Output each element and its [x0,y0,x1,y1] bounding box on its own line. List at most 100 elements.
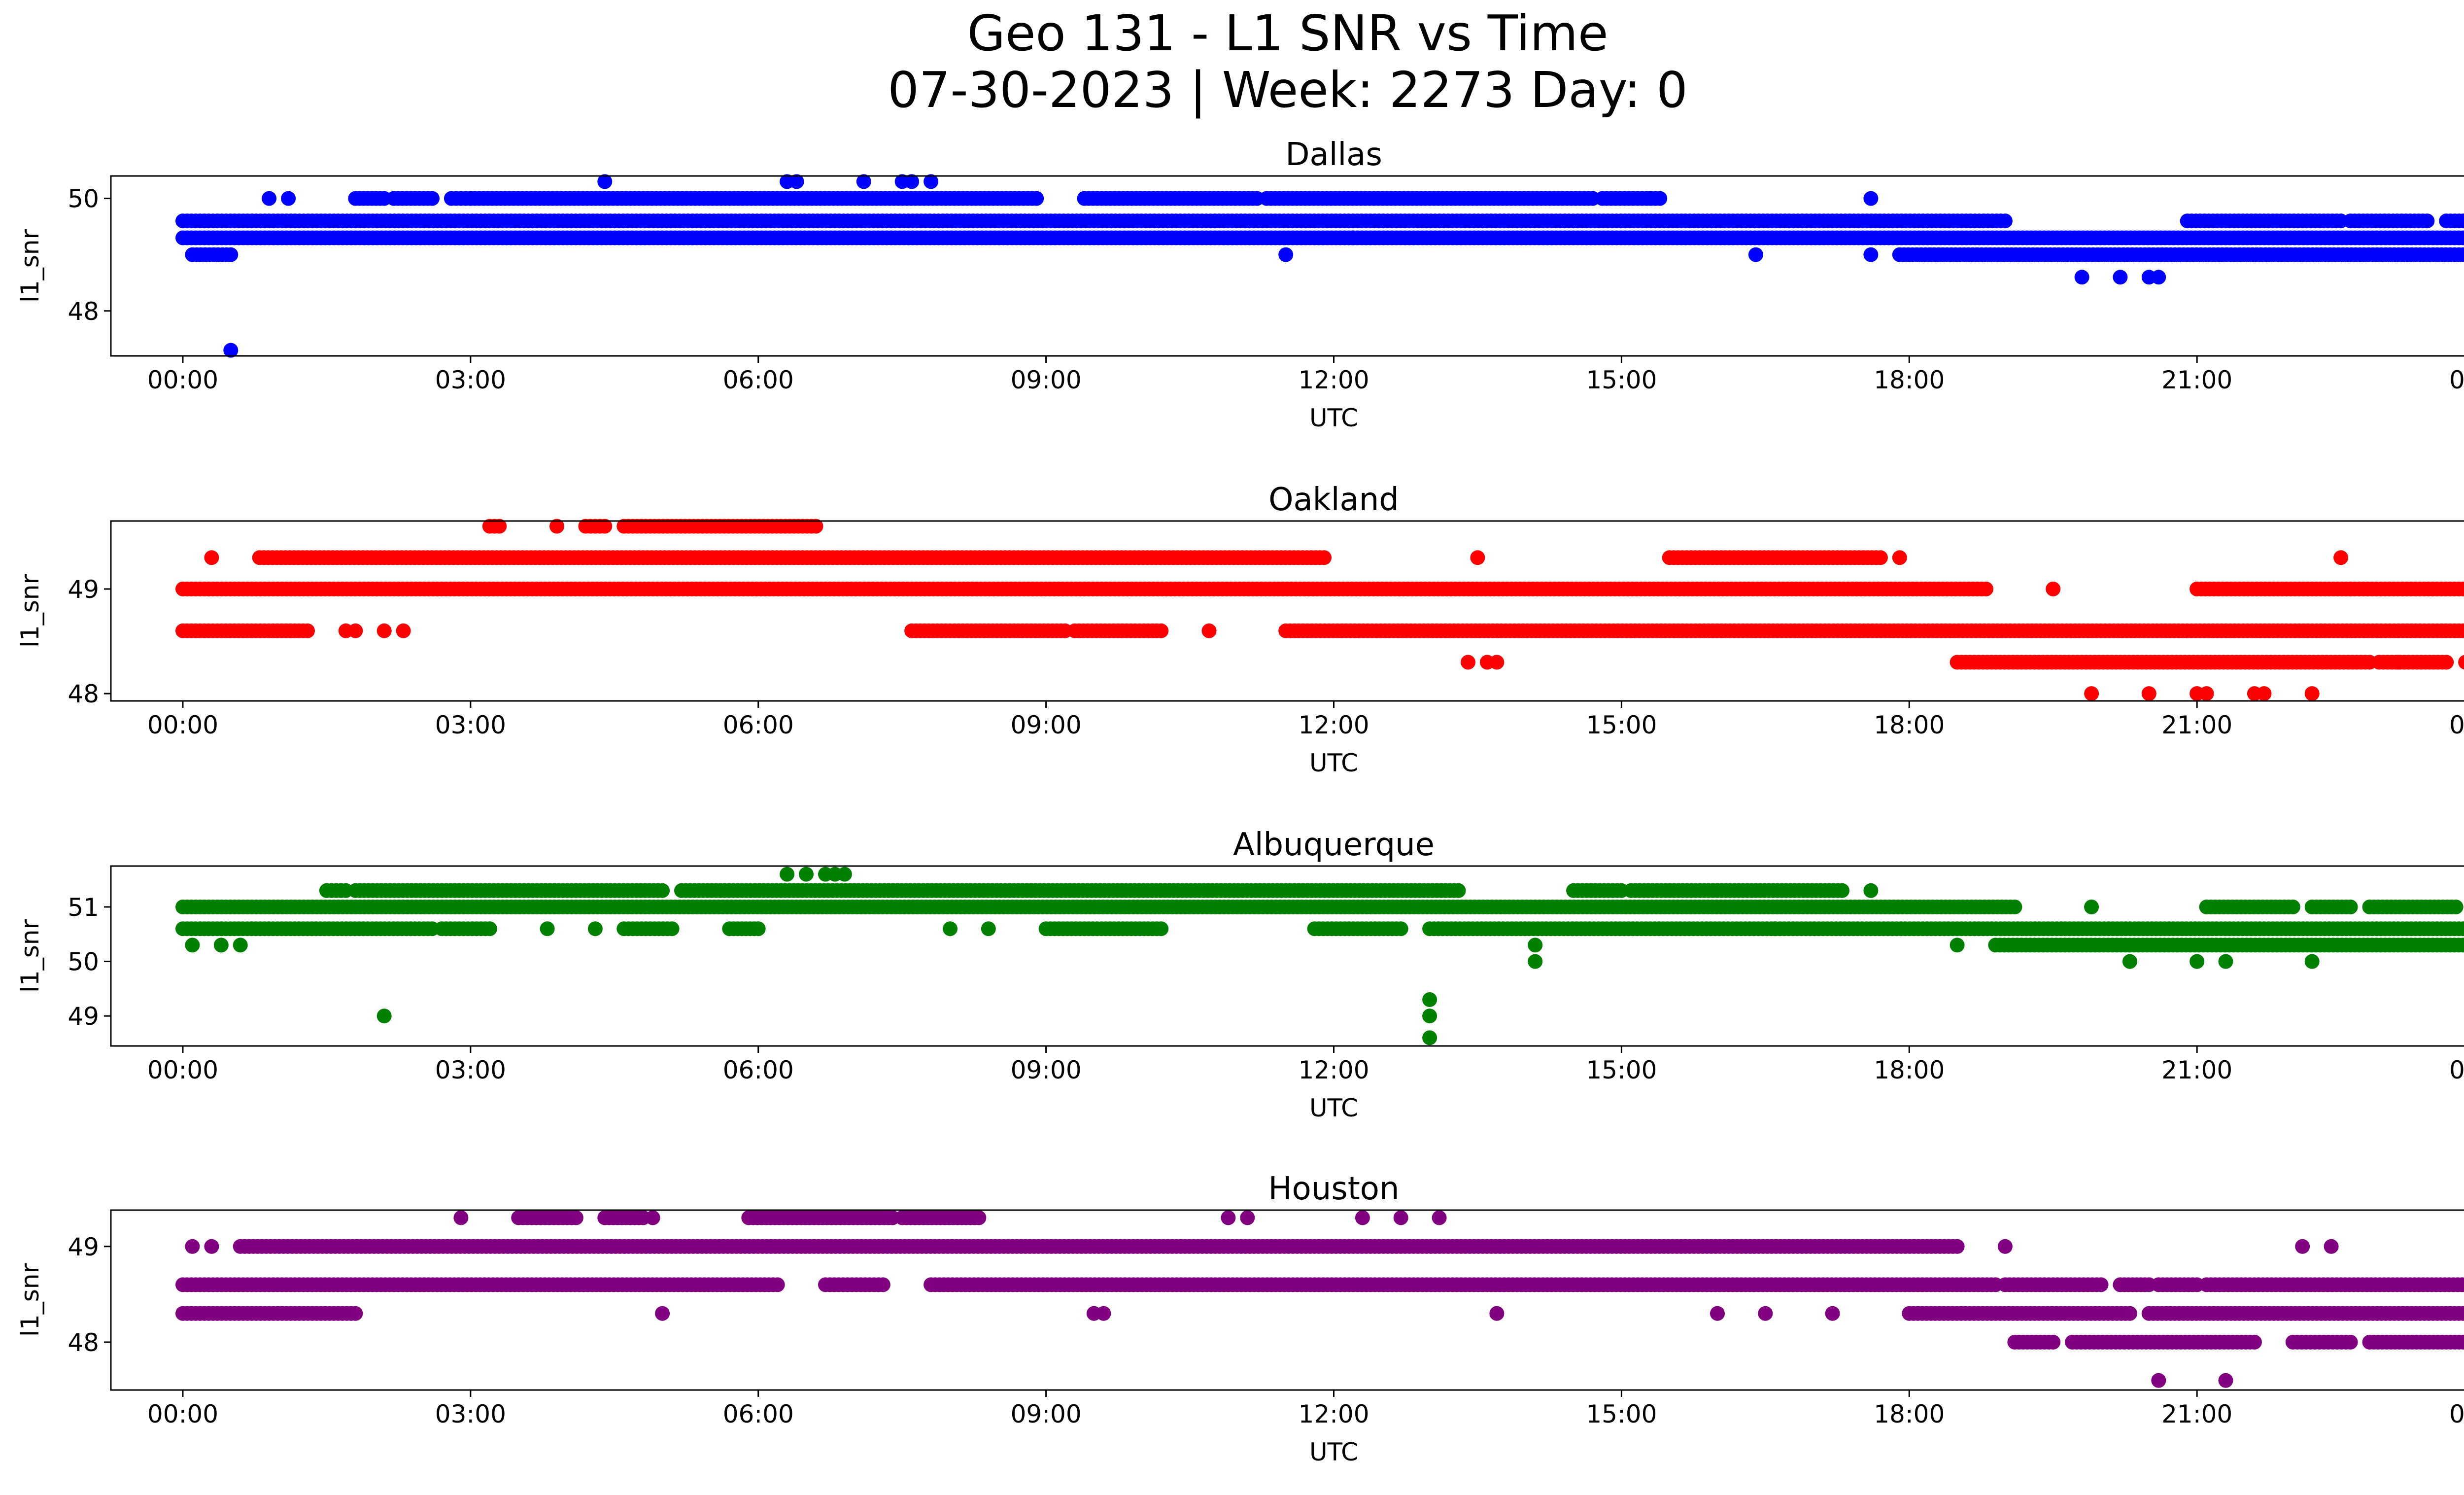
x-tick-label: 21:00 [2161,366,2232,394]
data-point [2046,581,2061,596]
dallas-markers [175,174,2464,358]
x-tick-label: 09:00 [1011,1056,1082,1084]
data-point [1528,938,1543,953]
data-point [780,867,795,882]
data-point [2420,213,2435,229]
x-tick-label: 18:00 [1874,1056,1945,1084]
oakland-y-axis-label: l1_snr [16,574,44,648]
data-point [2074,270,2089,285]
y-tick-label: 49 [68,575,99,604]
houston-markers [175,1210,2464,1388]
data-point [213,938,229,953]
data-point [348,623,363,638]
data-point [2113,270,2128,285]
data-point [2190,954,2205,969]
x-tick-label: 21:00 [2161,711,2232,739]
data-point [1643,191,1658,206]
data-point [2304,686,2320,701]
data-point [2007,900,2022,914]
data-point [2439,655,2454,670]
data-point [1950,1239,1965,1254]
data-point [1748,247,1763,262]
data-point [789,174,804,189]
data-point [1767,921,1782,937]
data-point [223,247,239,262]
data-point [2460,231,2464,244]
x-tick-label: 00:00 [147,1056,218,1084]
data-point [1835,883,1849,898]
x-tick-label: 00:00 [147,366,218,394]
y-tick-label: 50 [68,185,99,213]
data-point [770,1277,785,1292]
x-tick-label: 00:00 [147,711,218,739]
data-point [1873,550,1888,565]
data-point [2122,954,2137,969]
data-point [1470,550,1485,565]
x-tick-label: 00:00 [2449,711,2464,739]
data-point [1950,938,1965,953]
data-point [875,1277,890,1292]
data-point [281,191,296,206]
data-point [1201,623,1217,638]
x-tick-label: 18:00 [1874,366,1945,394]
x-tick-label: 03:00 [435,366,506,394]
data-point [2218,954,2233,969]
x-tick-label: 06:00 [723,1056,794,1084]
data-point [262,191,277,206]
data-point [587,921,603,937]
data-point [1278,247,1294,262]
x-tick-label: 12:00 [1298,1056,1369,1084]
data-point [2460,582,2464,596]
y-tick-label: 51 [68,893,99,922]
figure-title-line-2: 07-30-2023 | Week: 2273 Day: 0 [888,61,1687,119]
data-point [185,938,200,953]
data-point [1528,954,1543,969]
data-point [1863,247,1879,262]
y-tick-label: 48 [68,680,99,708]
oakland-subplot-title: Oakland [1268,482,1399,518]
data-point [2199,686,2214,701]
oakland-axes-frame [110,520,2464,702]
data-point [655,883,670,898]
data-point [376,1008,392,1024]
dallas-x-axis-label: UTC [1309,404,1358,432]
y-tick-label: 49 [68,1002,99,1031]
data-point [981,921,996,937]
data-point [2304,954,2320,969]
data-point [2141,686,2156,701]
data-point [1461,655,1475,670]
data-point [1422,1030,1437,1045]
data-point [2343,900,2358,914]
data-point [1863,191,1879,206]
data-point [1489,655,1505,670]
data-point [2448,900,2464,914]
data-point [1393,921,1408,937]
data-point [425,191,440,206]
data-point [1979,581,1993,596]
y-tick-label: 48 [68,297,99,326]
data-point [2084,686,2099,701]
x-tick-label: 03:00 [435,711,506,739]
x-tick-label: 00:00 [2449,366,2464,394]
data-point [664,921,680,937]
x-tick-label: 15:00 [1586,1056,1657,1084]
data-point [2460,214,2464,228]
albuquerque-markers [175,867,2464,1045]
data-point [376,623,392,638]
x-tick-label: 09:00 [1011,366,1082,394]
data-point [1154,623,1169,638]
data-point [943,921,958,937]
data-point [1345,230,1361,245]
data-point [204,550,219,565]
data-point [540,921,555,937]
albuquerque-y-axis-label: l1_snr [16,919,44,993]
data-point [837,867,852,882]
data-point [751,921,766,937]
data-point [223,343,239,358]
data-point [2084,900,2099,914]
data-point [1154,921,1169,937]
data-point [1997,213,2013,229]
